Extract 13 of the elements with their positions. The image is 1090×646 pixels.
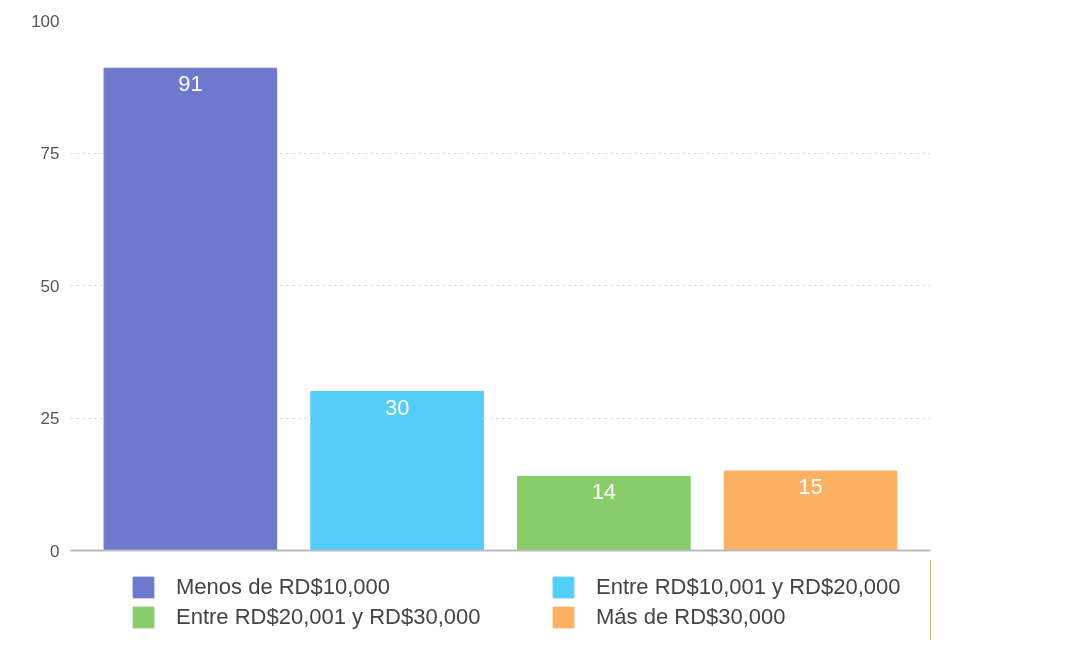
legend-label: Menos de RD$10,000 [176,574,392,600]
data-label: 15 [798,474,823,499]
y-tick-label: 0 [50,541,60,561]
y-tick-label: 25 [40,409,60,428]
y-tick-label: 75 [40,144,60,163]
data-label: 30 [384,394,410,420]
y-tick-label: 100 [31,11,60,31]
data-label: 91 [178,71,203,97]
legend-label: Más de RD$30,000 [596,604,787,630]
y-tick-label: 50 [40,276,60,296]
data-label: 14 [591,479,617,505]
legend-label: Entre RD$20,001 y RD$30,000 [176,604,482,630]
legend-label: Entre RD$10,001 y RD$20,000 [596,574,902,600]
